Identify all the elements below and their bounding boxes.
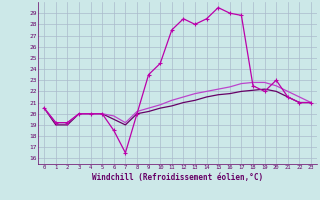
X-axis label: Windchill (Refroidissement éolien,°C): Windchill (Refroidissement éolien,°C) — [92, 173, 263, 182]
